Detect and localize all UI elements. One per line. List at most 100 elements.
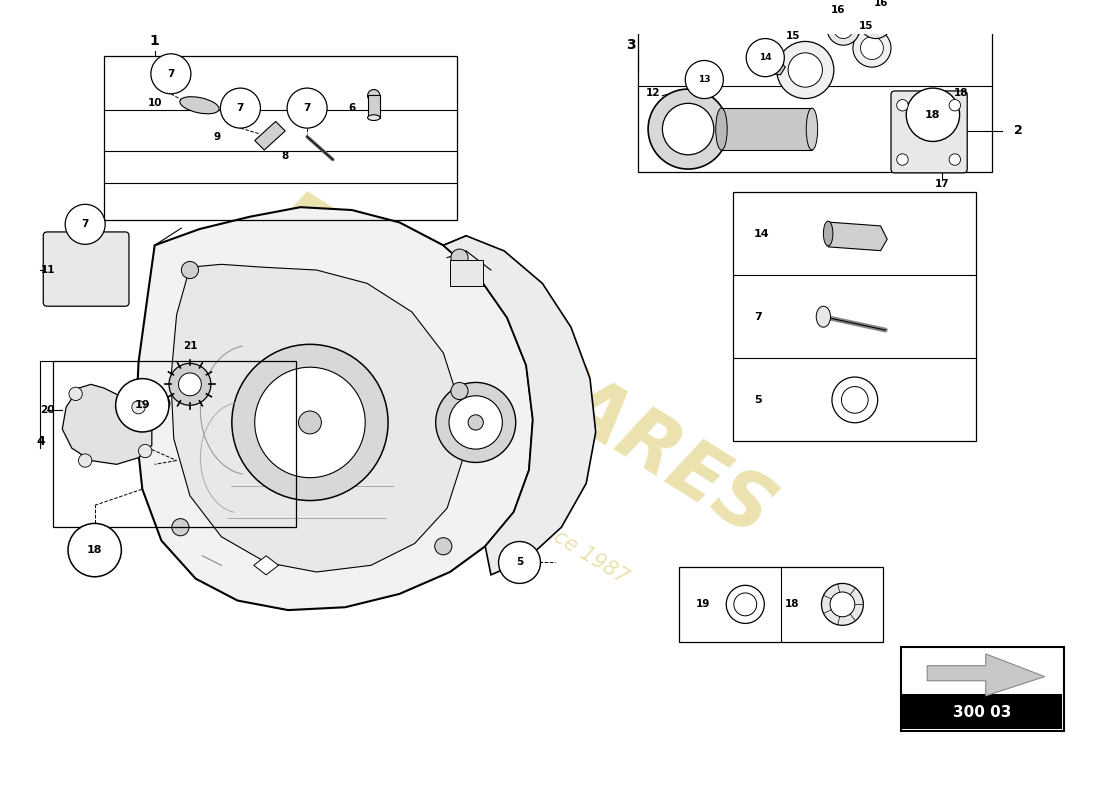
Circle shape [834,19,852,38]
Text: 7: 7 [304,103,311,113]
Text: 16: 16 [830,5,845,15]
Bar [722,108,812,150]
Circle shape [182,262,198,278]
Circle shape [734,593,757,616]
Bar [450,259,483,286]
Polygon shape [63,384,152,464]
Circle shape [434,538,452,555]
Ellipse shape [816,306,831,327]
Text: 9: 9 [213,132,220,142]
Circle shape [648,89,728,169]
Circle shape [153,395,169,412]
Text: 14: 14 [754,229,770,238]
Text: 18: 18 [925,110,940,120]
Text: 18: 18 [954,88,969,98]
Text: 7: 7 [236,103,244,113]
Bar [679,567,883,642]
Polygon shape [752,44,785,74]
Circle shape [69,387,82,401]
Circle shape [830,592,855,617]
Bar [53,361,296,527]
Polygon shape [254,556,278,575]
Circle shape [232,344,388,501]
Text: 18: 18 [87,545,102,555]
Text: 11: 11 [41,265,55,275]
Text: 10: 10 [147,98,162,108]
Circle shape [451,249,469,266]
Text: 17: 17 [935,179,949,190]
Circle shape [896,99,909,111]
Text: 15: 15 [785,30,800,41]
Ellipse shape [179,97,219,114]
Circle shape [860,37,883,59]
Circle shape [859,6,892,38]
Text: 19: 19 [134,400,150,410]
Circle shape [498,542,540,583]
Text: 5: 5 [754,395,761,405]
Circle shape [68,523,121,577]
Text: 13: 13 [698,75,711,84]
Bar [901,647,1065,731]
Circle shape [866,13,886,32]
Circle shape [287,88,327,128]
Text: 7: 7 [754,312,761,322]
Polygon shape [828,222,888,250]
Ellipse shape [806,108,817,150]
Text: 4: 4 [36,435,45,448]
Text: 18: 18 [785,599,800,610]
Text: 7: 7 [167,69,175,79]
Circle shape [451,382,469,399]
Circle shape [906,88,959,142]
Text: 21: 21 [183,342,197,351]
Circle shape [662,103,714,154]
Circle shape [469,415,483,430]
Polygon shape [255,122,285,150]
Text: EUROSPARES: EUROSPARES [256,182,786,552]
Circle shape [832,377,878,422]
Circle shape [220,88,261,128]
Circle shape [852,29,891,67]
Circle shape [298,411,321,434]
Circle shape [777,42,834,98]
Polygon shape [927,654,1045,696]
Ellipse shape [824,221,833,246]
Bar [733,192,976,442]
Bar [902,694,1063,729]
Circle shape [169,363,211,406]
Circle shape [685,61,724,98]
Text: 20: 20 [40,405,54,415]
Text: 14: 14 [759,53,771,62]
Circle shape [172,518,189,536]
Text: 16: 16 [874,0,889,8]
Circle shape [949,154,960,166]
Circle shape [788,53,823,87]
Circle shape [896,154,909,166]
Ellipse shape [716,108,727,150]
Circle shape [949,99,960,111]
Circle shape [746,38,784,77]
Polygon shape [135,207,532,610]
Bar [367,94,380,118]
Circle shape [822,583,864,626]
Text: 2: 2 [1014,125,1023,138]
Circle shape [842,386,868,414]
Text: 19: 19 [695,599,711,610]
Polygon shape [443,236,596,575]
Circle shape [726,586,764,623]
Text: a passion for parts since 1987: a passion for parts since 1987 [354,404,631,588]
Text: 15: 15 [859,21,873,31]
Bar [104,56,456,219]
FancyBboxPatch shape [43,232,129,306]
Polygon shape [170,264,462,572]
Circle shape [436,382,516,462]
Circle shape [65,204,106,244]
Circle shape [132,401,145,414]
Circle shape [139,444,152,458]
Circle shape [178,373,201,396]
Circle shape [255,367,365,478]
Text: 3: 3 [626,38,636,52]
Text: 6: 6 [349,103,355,113]
Text: 12: 12 [646,88,660,98]
Text: 1: 1 [150,34,160,49]
Bar [638,19,992,172]
